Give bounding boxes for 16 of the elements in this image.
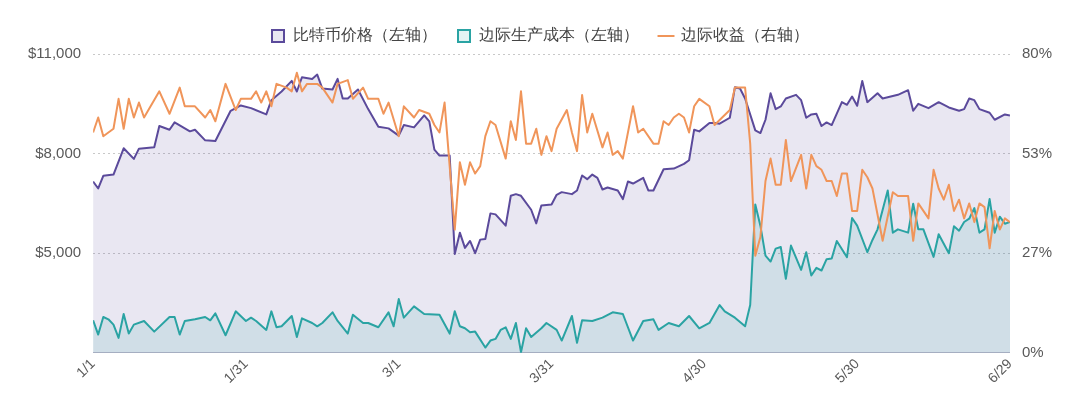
x-tick-label: 6/29 [984,355,1015,386]
x-tick-label: 1/1 [72,355,99,381]
legend-label: 边际收益（右轴） [681,26,809,44]
x-tick-label: 3/1 [378,355,404,381]
y-tick-label: $11,000 [28,44,82,62]
y2-tick-label: 27% [1021,243,1053,261]
legend-label: 边际生产成本（左轴） [479,26,639,44]
y2-tick-label: 80% [1021,44,1053,62]
legend-label: 比特币价格（左轴） [293,26,437,44]
y2-tick-label: 53% [1021,143,1053,161]
y-tick-label: $8,000 [35,143,82,161]
x-tick-label: 1/31 [220,355,251,386]
x-tick-label: 3/31 [525,355,557,386]
y-tick-label: $5,000 [35,243,82,261]
y2-tick-label: 0% [1021,342,1044,360]
x-tick-label: 4/30 [678,355,710,386]
